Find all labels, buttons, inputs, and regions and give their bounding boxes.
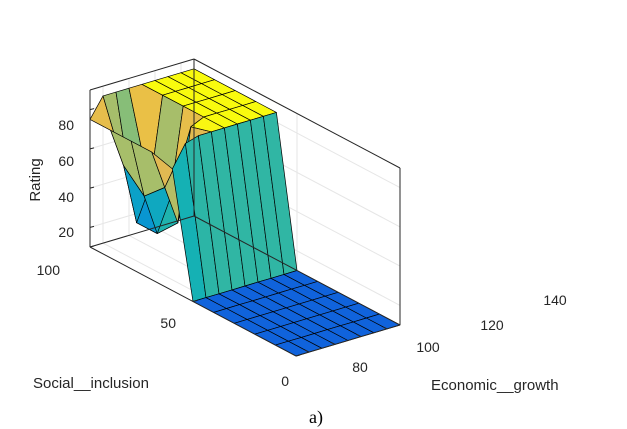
x-tick-label: 140 <box>543 292 567 308</box>
z-tick-mark <box>89 108 95 111</box>
z-tick-label: 20 <box>58 224 74 240</box>
x-tick-mark <box>382 326 388 330</box>
z-axis-label: Rating <box>27 158 44 201</box>
axis-box-edge <box>89 58 195 91</box>
x-tick-labels: 80 100 120 140 <box>352 292 567 375</box>
x-tick-label: 80 <box>352 359 368 375</box>
axis-box-edge <box>193 215 401 326</box>
x-tick-mark <box>330 341 336 345</box>
y-tick-label: 100 <box>37 262 61 278</box>
y-tick-labels: 100 50 0 <box>37 262 290 389</box>
z-tick-label: 60 <box>58 153 74 169</box>
x-tick-mark <box>304 349 310 353</box>
y-tick-label: 50 <box>160 315 176 331</box>
z-tick-label: 40 <box>58 189 74 205</box>
z-tick-mark <box>89 186 95 189</box>
x-tick-label: 100 <box>416 339 440 355</box>
axes-box <box>89 58 401 357</box>
figure-caption: a) <box>309 407 323 428</box>
axis-box-edge <box>193 58 401 169</box>
axis-box-edge <box>295 324 401 357</box>
z-tick-labels: 20 40 60 80 <box>58 117 74 240</box>
z-tick-label: 80 <box>58 117 74 133</box>
x-tick-mark <box>356 334 362 338</box>
axis-box-edge <box>89 215 195 248</box>
surface-mesh <box>89 68 401 357</box>
z-tick-mark <box>89 225 95 228</box>
x-tick-label: 120 <box>480 317 504 333</box>
y-tick-label: 0 <box>281 373 289 389</box>
z-tick-mark <box>89 147 95 150</box>
y-tick-mark <box>192 300 198 302</box>
x-axis-label: Economic__growth <box>431 377 559 394</box>
y-axis-label: Social__inclusion <box>33 375 149 392</box>
y-tick-mark <box>89 245 95 248</box>
y-tick-mark <box>295 354 301 357</box>
